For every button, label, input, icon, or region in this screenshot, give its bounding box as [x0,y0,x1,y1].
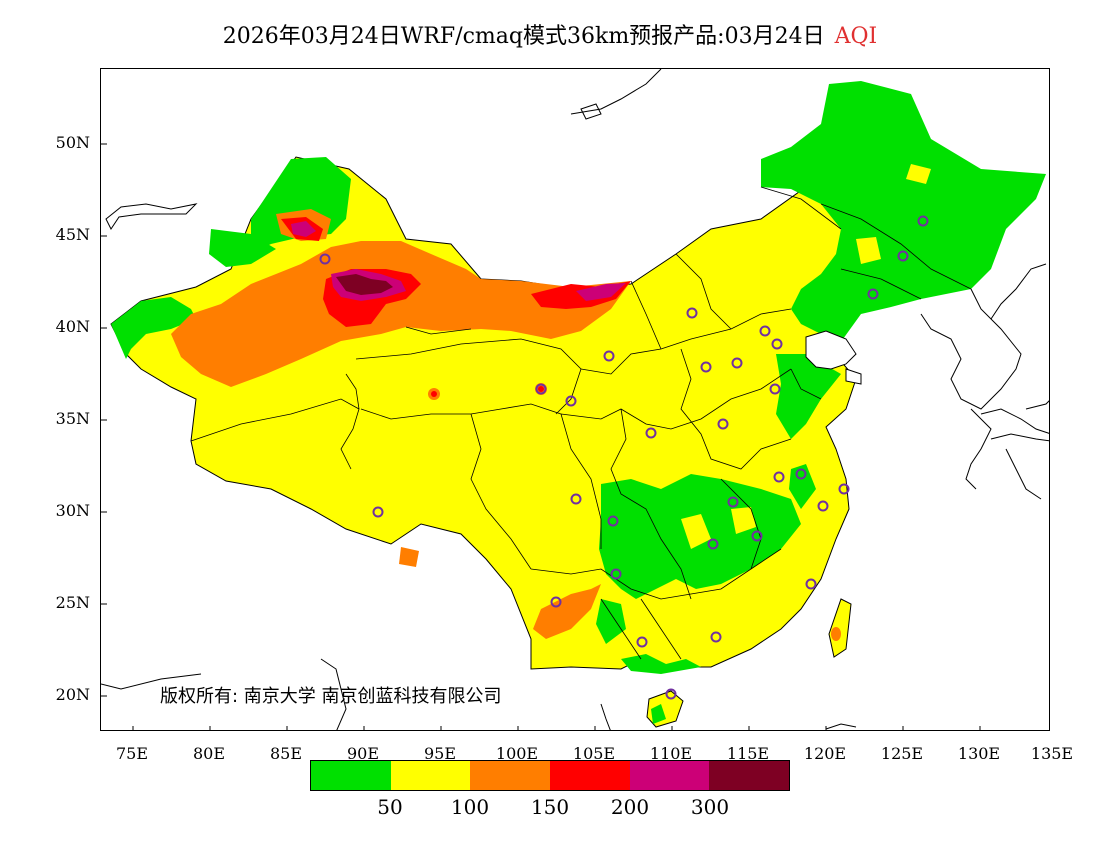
title-main: 2026年03月24日WRF/cmaq模式36km预报产品:03月24日 [222,24,825,49]
lat-label-30n: 30N [55,501,90,520]
color-legend [310,760,790,791]
legend-swatch-moderate [390,761,471,790]
lat-label-25n: 25N [55,593,90,612]
lat-label-50n: 50N [55,133,90,152]
taiwan-island [828,598,852,658]
legend-label-50: 50 [377,795,403,819]
lat-label-20n: 20N [55,685,90,704]
stations [319,215,929,700]
map-area [100,68,1050,731]
lon-label-90e: 90E [346,744,380,763]
lat-label-35n: 35N [55,409,90,428]
legend-label-300: 300 [690,795,730,819]
lat-label-40n: 40N [55,317,90,336]
lon-label-120e: 120E [803,744,847,763]
map-svg [101,69,1049,730]
lon-label-135e: 135E [1030,744,1074,763]
lon-label-125e: 125E [880,744,924,763]
copyright-text: 版权所有: 南京大学 南京创蓝科技有限公司 [160,686,502,707]
map-title: 2026年03月24日WRF/cmaq模式36km预报产品:03月24日 AQI [0,18,1100,50]
lon-label-130e: 130E [957,744,1001,763]
region-hazardous [336,274,393,295]
lon-label-110e: 110E [649,744,693,763]
lon-label-75e: 75E [115,744,149,763]
legend-swatch-very-unhealthy [629,761,710,790]
lon-label-105e: 105E [572,744,616,763]
legend-swatch-sensitive [470,761,551,790]
lat-label-45n: 45N [55,225,90,244]
legend-label-200: 200 [610,795,650,819]
legend-swatch-hazardous [709,761,790,790]
lon-label-85e: 85E [269,744,303,763]
region-sensitive [171,241,631,387]
legend-swatch-good [311,761,391,790]
lon-label-115e: 115E [726,744,770,763]
lon-label-100e: 100E [495,744,539,763]
lon-label-95e: 95E [423,744,457,763]
legend-label-100: 100 [450,795,490,819]
legend-label-150: 150 [530,795,570,819]
legend-swatch-unhealthy [550,761,630,790]
region-good-northeast [761,81,1046,339]
lon-label-80e: 80E [192,744,226,763]
title-product: AQI [834,24,878,49]
